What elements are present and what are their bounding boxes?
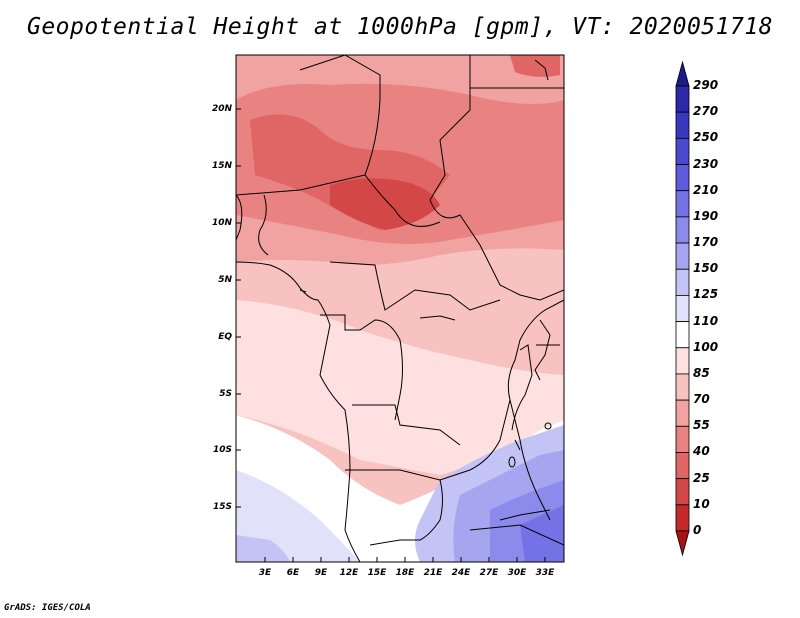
colorbar-segment xyxy=(675,478,690,506)
colorbar-segment xyxy=(675,504,690,532)
colorbar-segment xyxy=(675,399,690,427)
colorbar-segment xyxy=(675,111,690,139)
colorbar-segment xyxy=(675,190,690,218)
lat-label: EQ xyxy=(218,332,232,342)
lon-label: 33E xyxy=(535,568,555,578)
colorbar-label: 270 xyxy=(693,104,719,119)
colorbar-segment xyxy=(675,321,690,349)
colorbar-label: 150 xyxy=(693,261,719,276)
colorbar-segment xyxy=(675,242,690,270)
lat-label: 20N xyxy=(211,104,232,114)
colorbar-segment xyxy=(675,373,690,401)
colorbar-label: 170 xyxy=(693,235,719,250)
colorbar-segment xyxy=(675,452,690,480)
lon-label: 6E xyxy=(286,568,300,578)
colorbar-label: 125 xyxy=(693,287,719,302)
colorbar-label: 70 xyxy=(693,392,710,407)
lon-label: 21E xyxy=(423,568,443,578)
lat-label: 15N xyxy=(211,161,232,171)
colorbar-label: 190 xyxy=(693,208,719,223)
lon-label: 9E xyxy=(314,568,328,578)
lon-label: 12E xyxy=(339,568,359,578)
colorbar-label: 25 xyxy=(693,470,710,485)
colorbar-segment xyxy=(675,85,690,113)
colorbar-segment xyxy=(675,137,690,165)
footer-credit: GrADS: IGES/COLA xyxy=(4,603,91,613)
chart-title: Geopotential Height at 1000hPa [gpm], VT… xyxy=(26,14,774,40)
colorbar-label: 100 xyxy=(693,339,719,354)
lon-label: 3E xyxy=(258,568,272,578)
colorbar-segment xyxy=(675,295,690,322)
colorbar-label: 210 xyxy=(693,182,719,197)
colorbar-segment xyxy=(675,164,690,192)
lat-label: 5S xyxy=(219,389,232,399)
lon-label: 30E xyxy=(507,568,527,578)
lon-label: 24E xyxy=(451,568,471,578)
colorbar-label: 290 xyxy=(693,78,719,92)
colorbar-label: 10 xyxy=(693,496,710,511)
colorbar-label: 230 xyxy=(693,156,719,171)
colorbar-label: 40 xyxy=(693,444,710,459)
lon-label: 15E xyxy=(367,568,387,578)
lat-label: 15S xyxy=(212,502,232,512)
lat-label: 5N xyxy=(218,275,232,285)
lat-label: 10N xyxy=(211,218,232,228)
lat-label: 10S xyxy=(212,445,232,455)
colorbar-label: 0 xyxy=(693,523,702,537)
colorbar-label: 55 xyxy=(693,418,710,433)
lon-label: 18E xyxy=(395,568,415,578)
colorbar-label: 110 xyxy=(693,313,719,328)
map-frame xyxy=(235,54,565,563)
colorbar-bottom-arrow xyxy=(675,530,690,557)
colorbar-segment xyxy=(675,216,690,244)
colorbar-segment xyxy=(675,268,690,296)
colorbar xyxy=(675,60,690,557)
colorbar-label: 85 xyxy=(693,365,710,380)
colorbar-segment xyxy=(675,425,690,453)
colorbar-label: 250 xyxy=(693,130,719,145)
lon-label: 27E xyxy=(479,568,499,578)
geopotential-field xyxy=(236,55,564,562)
colorbar-top-arrow xyxy=(675,60,690,87)
colorbar-segment xyxy=(675,347,690,375)
